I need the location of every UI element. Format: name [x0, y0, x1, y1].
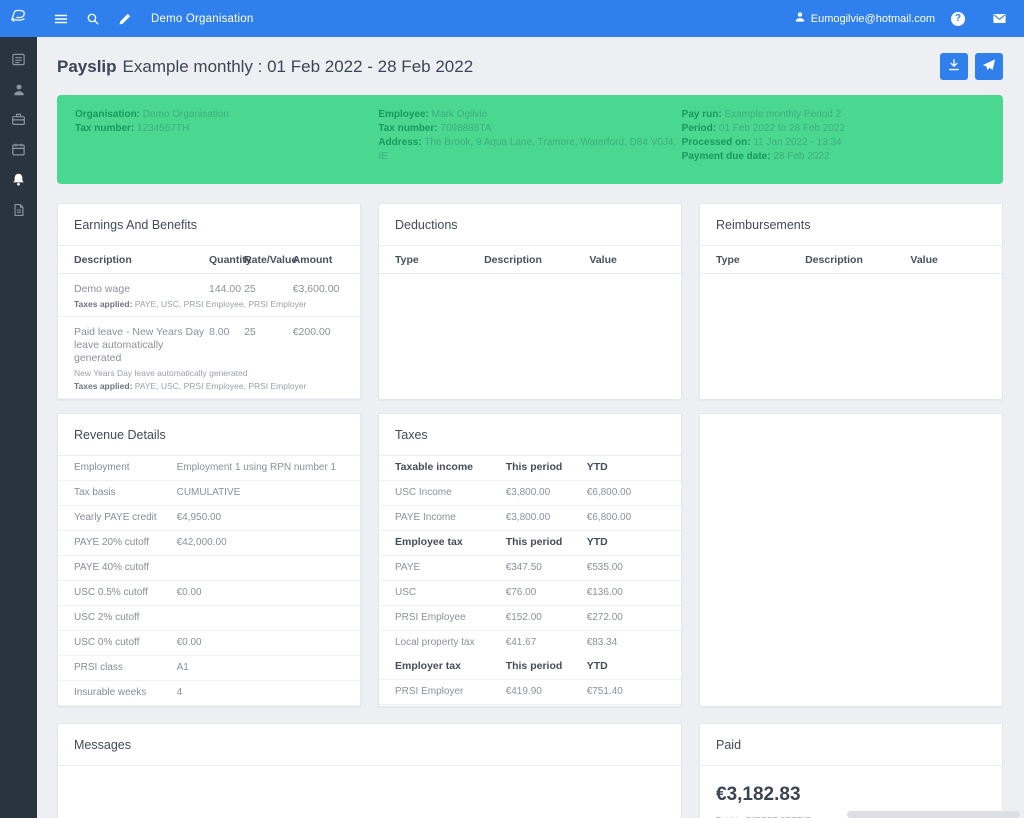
empty-side-card [699, 413, 1003, 707]
calendar-icon [11, 142, 26, 162]
revenue-row: USC 2% cutoff [58, 606, 360, 631]
revenue-row: Yearly PAYE credit €4,950.00 [58, 506, 360, 531]
revenue-row: Insurable weeks 4 [58, 681, 360, 706]
user-icon [794, 11, 811, 26]
deductions-empty-body [379, 274, 681, 364]
deductions-table-header: Type Description Value [379, 246, 681, 274]
earnings-row-note: New Years Day leave automatically genera… [74, 368, 248, 378]
sidebar-item-employees[interactable] [0, 77, 37, 107]
messages-card-title: Messages [58, 724, 681, 766]
revenue-row: PAYE 20% cutoff €42,000.00 [58, 531, 360, 556]
taxes-row: PAYE €347.50 €535.00 [379, 556, 681, 581]
banner-employee-column: Employee: Mark Ogilvie Tax number: 70988… [378, 109, 677, 162]
earnings-card: Earnings And Benefits Description Quanti… [57, 203, 361, 400]
cards-row-3: Messages Paid €3,182.83 Paid by DIRECT C… [57, 723, 1003, 818]
reimbursements-card-title: Reimbursements [700, 204, 1002, 246]
payslip-summary-banner: Organisation: Demo Organisation Tax numb… [57, 95, 1003, 184]
reimbursements-empty-body [700, 274, 1002, 364]
topbar-right: Eumogilvie@hotmail.com ? [794, 0, 1024, 37]
sidebar-item-documents[interactable] [0, 197, 37, 227]
document-icon [12, 203, 26, 222]
page-title-primary: Payslip [57, 56, 117, 76]
banner-organisation-column: Organisation: Demo Organisation Tax numb… [75, 109, 229, 134]
app-logo[interactable] [0, 0, 37, 37]
sidebar-item-calendar[interactable] [0, 137, 37, 167]
banner-payrun-column: Pay run: Example monthly Period 2 Period… [681, 109, 846, 162]
messages-card: Messages [57, 723, 682, 818]
page-header: Payslip Example monthly : 01 Feb 2022 - 2… [57, 53, 1003, 80]
taxes-section-header: Taxable income This period YTD [379, 456, 681, 481]
earnings-table-header: Description Quantity Rate/Value Amount [58, 246, 360, 274]
edit-pencil-icon[interactable] [112, 0, 138, 37]
send-payslip-button[interactable] [975, 53, 1003, 80]
revenue-row: PRSI class A1 [58, 656, 360, 681]
menu-icon[interactable] [48, 0, 74, 37]
sidebar-item-payslips[interactable] [0, 47, 37, 77]
sidebar-nav [0, 37, 37, 818]
paid-amount: €3,182.83 [716, 784, 801, 805]
user-email-label: Eumogilvie@hotmail.com [810, 12, 935, 25]
revenue-row: USC 0.5% cutoff €0.00 [58, 581, 360, 606]
taxes-row: PAYE Income €3,800.00 €6,800.00 [379, 506, 681, 531]
taxes-row: Local property tax €41.67 €83.34 [395, 637, 618, 648]
deductions-card: Deductions Type Description Value [378, 203, 682, 400]
taxes-row: PRSI Employee €152.00 €272.00 [379, 606, 681, 631]
horizontal-scrollbar-thumb[interactable] [847, 811, 1020, 818]
earnings-card-title: Earnings And Benefits [58, 204, 360, 246]
taxes-row: USC Income €3,800.00 €6,800.00 [379, 481, 681, 506]
send-icon [982, 58, 996, 75]
page-title-subtitle: Example monthly : 01 Feb 2022 - 28 Feb 2… [122, 56, 474, 76]
sidebar-item-notifications[interactable] [0, 167, 37, 197]
topbar-left: Demo Organisation [45, 0, 253, 37]
cards-row-1: Earnings And Benefits Description Quanti… [57, 203, 1003, 400]
sidebar-item-organisation[interactable] [0, 107, 37, 137]
taxes-section-header: Employee tax This period YTD [379, 531, 681, 556]
taxes-row: PRSI Employer €419.90 €751.40 [379, 680, 681, 705]
reimbursements-table-header: Type Description Value [700, 246, 1002, 274]
earnings-row-taxes-note: Taxes applied: PAYE, USC, PRSI Employee,… [74, 381, 307, 391]
paid-card-title: Paid [700, 724, 1002, 766]
paid-card-body: €3,182.83 Paid by DIRECT CREDIT [700, 766, 1002, 818]
messages-empty-body [58, 766, 681, 818]
earnings-row: Paid leave - New Years Day leave automat… [58, 317, 360, 399]
taxes-card-title: Taxes [379, 414, 681, 456]
revenue-row: USC 0% cutoff €0.00 [58, 631, 360, 656]
taxes-section-header: Employer tax This period YTD [379, 655, 681, 680]
cards-row-2: Revenue Details Employment Employment 1 u… [57, 413, 1003, 707]
payroll-logo-icon [9, 7, 28, 31]
reimbursements-card: Reimbursements Type Description Value [699, 203, 1003, 400]
revenue-row: Employment Employment 1 using RPN number … [58, 456, 360, 481]
download-icon [947, 58, 961, 75]
help-icon[interactable]: ? [951, 11, 965, 26]
revenue-row: PAYE 40% cutoff [58, 556, 360, 581]
revenue-details-card: Revenue Details Employment Employment 1 u… [57, 413, 361, 707]
revenue-row: Tax basis CUMULATIVE [58, 481, 360, 506]
briefcase-icon [11, 112, 26, 132]
topbar: Demo Organisation Eumogilvie@hotmail.com… [0, 0, 1024, 37]
search-icon[interactable] [80, 0, 106, 37]
billing-icon [11, 52, 26, 72]
person-icon [12, 83, 26, 102]
taxes-row: USC €76.00 €136.00 [379, 581, 681, 606]
taxes-card: Taxes Taxable income This period YTD USC I… [378, 413, 682, 707]
download-payslip-button[interactable] [940, 53, 968, 80]
paid-card: Paid €3,182.83 Paid by DIRECT CREDIT [699, 723, 1003, 818]
main-content: Payslip Example monthly : 01 Feb 2022 - 2… [37, 37, 1024, 818]
current-organisation-label: Demo Organisation [151, 12, 254, 25]
account-menu[interactable]: Eumogilvie@hotmail.com [794, 11, 935, 26]
bell-icon [11, 172, 26, 192]
paid-method: Paid by DIRECT CREDIT [716, 816, 986, 818]
deductions-card-title: Deductions [379, 204, 681, 246]
page-title: Payslip Example monthly : 01 Feb 2022 - 2… [57, 57, 473, 77]
revenue-details-card-title: Revenue Details [58, 414, 360, 456]
title-actions [940, 53, 1003, 80]
earnings-row-taxes-note: Taxes applied: PAYE, USC, PRSI Employee,… [74, 299, 307, 309]
mail-icon[interactable] [986, 0, 1012, 37]
earnings-row: Demo wage 144.00 25 €3,600.00 Taxes appl… [58, 274, 360, 317]
